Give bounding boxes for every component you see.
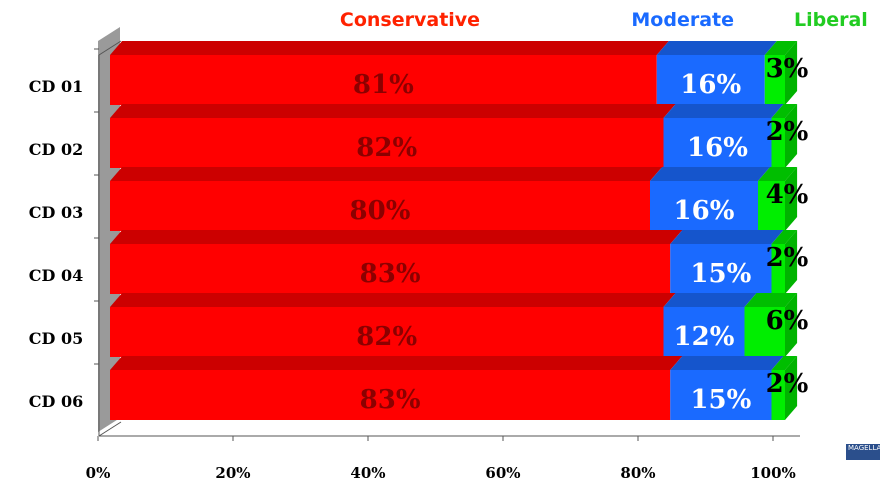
bar-top-face	[771, 230, 798, 244]
bar-front-face	[771, 244, 785, 294]
bar-segment	[758, 167, 798, 231]
bar-front-face	[663, 307, 745, 357]
bar-segment	[663, 104, 784, 168]
bar-front-face	[670, 370, 772, 420]
data-label: 2%	[766, 243, 809, 273]
bar-top-face	[670, 356, 784, 370]
data-label: 82%	[356, 322, 417, 352]
bar-segment	[110, 41, 669, 105]
bar-top-face	[110, 41, 669, 55]
bar-side-face	[785, 41, 798, 105]
bar-top-face	[110, 356, 683, 370]
bar-top-face	[771, 356, 798, 370]
axis-depth-line-bottom	[98, 421, 122, 437]
bar-top-face	[744, 293, 798, 307]
bar-front-face	[110, 244, 671, 294]
category-label: CD 04	[29, 266, 83, 285]
data-label: 81%	[353, 70, 414, 100]
bar-top-face	[110, 167, 663, 181]
x-tick-label: 80%	[620, 464, 655, 482]
category-label: CD 02	[29, 140, 83, 159]
data-label: 16%	[687, 133, 748, 163]
x-tick-label: 0%	[86, 464, 111, 482]
data-label: 82%	[356, 133, 417, 163]
bar-side-face	[785, 230, 798, 294]
axis-depth-line-top	[98, 40, 122, 56]
legend-entry: Conservative	[340, 9, 480, 31]
data-label: 12%	[674, 322, 735, 352]
bar-front-face	[670, 244, 772, 294]
bar-front-face	[771, 370, 785, 420]
bar-top-face	[670, 230, 784, 244]
bar-segment	[110, 293, 676, 357]
bar-top-face	[110, 104, 676, 118]
bar-top-face	[758, 167, 798, 181]
data-label: 16%	[680, 70, 741, 100]
bar-front-face	[110, 181, 650, 231]
bar-front-face	[663, 118, 772, 168]
category-label: CD 01	[29, 77, 83, 96]
bar-top-face	[764, 41, 798, 55]
bar-segment	[670, 230, 784, 294]
bar-front-face	[744, 307, 785, 357]
data-label: 2%	[766, 117, 809, 147]
bar-side-face	[785, 167, 798, 231]
bar-top-face	[663, 293, 757, 307]
bar-top-face	[650, 167, 771, 181]
legend-entry: Moderate	[631, 9, 734, 31]
bar-top-face	[771, 104, 798, 118]
data-label: 83%	[360, 259, 421, 289]
bar-side-face	[785, 104, 798, 168]
data-label: 15%	[690, 259, 751, 289]
x-tick-label: 100%	[750, 464, 796, 482]
bar-segment	[650, 167, 771, 231]
bar-top-face	[656, 41, 777, 55]
bar-segment	[656, 41, 777, 105]
bar-segment	[744, 293, 798, 357]
data-label: 2%	[766, 369, 809, 399]
bar-side-face	[785, 293, 798, 357]
bar-segment	[663, 293, 757, 357]
bar-front-face	[110, 118, 664, 168]
x-tick-label: 60%	[485, 464, 520, 482]
bar-top-face	[110, 293, 676, 307]
bar-front-face	[110, 55, 657, 105]
bar-segment	[110, 167, 663, 231]
x-tick-label: 20%	[215, 464, 250, 482]
bar-segment	[771, 104, 798, 168]
data-label: 16%	[674, 196, 735, 226]
data-label: 83%	[360, 385, 421, 415]
bar-segment	[771, 230, 798, 294]
data-label: 15%	[690, 385, 751, 415]
bar-front-face	[650, 181, 758, 231]
category-label: CD 06	[29, 392, 83, 411]
bar-segment	[110, 230, 683, 294]
bar-front-face	[771, 118, 785, 168]
category-label: CD 03	[29, 203, 83, 222]
data-label: 4%	[766, 180, 809, 210]
logo: MAGELLAN	[846, 444, 880, 460]
bar-side-face	[785, 356, 798, 420]
data-label: 6%	[766, 306, 809, 336]
bar-segment	[771, 356, 798, 420]
bar-segment	[764, 41, 798, 105]
x-tick-label: 40%	[350, 464, 385, 482]
bar-front-face	[110, 370, 671, 420]
bar-front-face	[110, 307, 664, 357]
legend-entry: Liberal	[794, 9, 868, 31]
bar-front-face	[764, 55, 785, 105]
bar-front-face	[656, 55, 765, 105]
data-label: 80%	[350, 196, 411, 226]
data-label: 3%	[766, 54, 809, 84]
category-label: CD 05	[29, 329, 83, 348]
bar-segment	[670, 356, 784, 420]
bar-front-face	[758, 181, 785, 231]
bar-segment	[110, 356, 683, 420]
bar-segment	[110, 104, 676, 168]
bar-top-face	[110, 230, 683, 244]
bar-top-face	[663, 104, 784, 118]
